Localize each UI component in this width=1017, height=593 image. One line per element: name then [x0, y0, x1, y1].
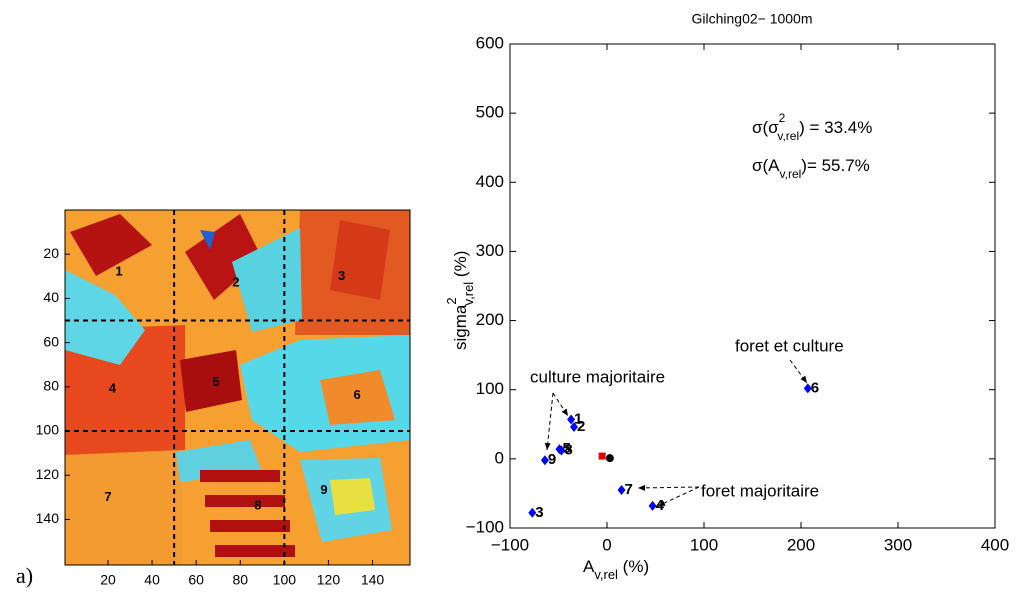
annotation: culture majoritaire	[530, 367, 665, 386]
stat-text: σ(σ2 v,rel) = 33.4%	[752, 111, 872, 143]
region-label: 8	[254, 498, 261, 513]
x-tick-label: 40	[144, 572, 160, 588]
region-label: 1	[115, 263, 122, 278]
annotation-arrow	[657, 486, 700, 507]
point	[567, 414, 576, 425]
point	[557, 445, 566, 456]
stat-sub: v,rel	[780, 167, 802, 181]
annotation-arrow	[552, 392, 569, 417]
point-label: 6	[811, 379, 819, 396]
point	[528, 507, 537, 518]
y-tick-label: 100	[476, 379, 504, 398]
x-tick-label: 20	[100, 572, 116, 588]
stat-rest: ) = 33.4%	[799, 118, 872, 137]
y-tick-label: 40	[43, 289, 59, 305]
x-label-suffix: (%)	[618, 557, 649, 576]
x-tick-label: 400	[981, 535, 1009, 554]
x-tick-label: −100	[491, 535, 529, 554]
point-label: 2	[577, 418, 585, 435]
point	[605, 454, 614, 463]
annotation-arrow	[544, 392, 554, 451]
x-label-sub: v,rel	[594, 567, 618, 582]
y-tick-label: 120	[36, 466, 60, 482]
stat-part: σ(σ	[752, 118, 779, 137]
x-tick-label: 0	[602, 535, 611, 554]
x-tick-label: 100	[273, 572, 297, 588]
region-label: 5	[212, 374, 219, 389]
y-tick-label: 100	[36, 422, 60, 438]
region-label: 7	[104, 489, 111, 504]
satellite-image	[65, 210, 410, 565]
region-label: 6	[353, 387, 360, 402]
y-tick-label: 140	[36, 510, 60, 526]
stat-sub: v,rel	[777, 129, 799, 143]
point-label: 4	[656, 497, 665, 514]
point-label: 5	[562, 440, 570, 457]
region-label: 4	[109, 380, 117, 395]
chart-title: Gilching02− 1000m	[691, 11, 812, 27]
region-label: 2	[232, 274, 239, 289]
point-label: 1	[574, 410, 582, 427]
annotation: foret majoritaire	[701, 481, 819, 500]
stat-part: σ(A	[752, 156, 780, 175]
x-tick-label: 300	[884, 535, 912, 554]
y-label-sub: v,rel	[461, 282, 476, 306]
y-axis-label: sigma2 v,rel (%)	[444, 251, 476, 350]
y-tick-label: 400	[476, 172, 504, 191]
plot-frame	[509, 43, 996, 529]
panel-label: a)	[16, 563, 33, 588]
x-tick-label: 120	[317, 572, 341, 588]
y-tick-label: 0	[495, 448, 504, 467]
x-axis-label: Av,rel (%)	[583, 557, 649, 582]
annotation-arrow	[789, 359, 808, 384]
x-label-base: A	[583, 557, 595, 576]
x-tick-label: 60	[188, 572, 204, 588]
point-label: 9	[548, 451, 556, 468]
point	[617, 484, 626, 495]
y-tick-label: 200	[476, 310, 504, 329]
y-tick-label: −100	[466, 517, 504, 536]
point	[598, 452, 606, 460]
y-tick-label: 80	[43, 378, 59, 394]
y-label-suffix: (%)	[451, 251, 470, 282]
stat-text: σ(Av,rel)= 55.7%	[752, 156, 870, 181]
y-tick-label: 300	[476, 241, 504, 260]
x-tick-label: 100	[690, 535, 718, 554]
stat-sup: 2	[779, 111, 786, 125]
point-label: 8	[564, 442, 572, 459]
y-tick-label: 500	[476, 103, 504, 122]
y-label-sup: 2	[444, 297, 459, 304]
point-label: 3	[535, 504, 543, 521]
point	[570, 422, 579, 433]
annotation: foret et culture	[735, 336, 844, 355]
y-tick-label: 60	[43, 333, 59, 349]
stat-rest: )= 55.7%	[801, 156, 870, 175]
y-tick-label: 20	[43, 245, 59, 261]
image-frame	[64, 209, 411, 566]
x-tick-label: 80	[232, 572, 248, 588]
region-label: 9	[320, 482, 327, 497]
x-tick-label: 140	[361, 572, 385, 588]
point	[540, 455, 549, 466]
region-label: 3	[338, 268, 345, 283]
y-label-base: sigma	[451, 304, 470, 350]
point	[648, 500, 657, 511]
y-tick-label: 600	[476, 33, 504, 52]
point-label: 7	[625, 481, 633, 498]
x-tick-label: 200	[787, 535, 815, 554]
point	[803, 383, 812, 394]
annotation-arrow	[637, 484, 700, 491]
